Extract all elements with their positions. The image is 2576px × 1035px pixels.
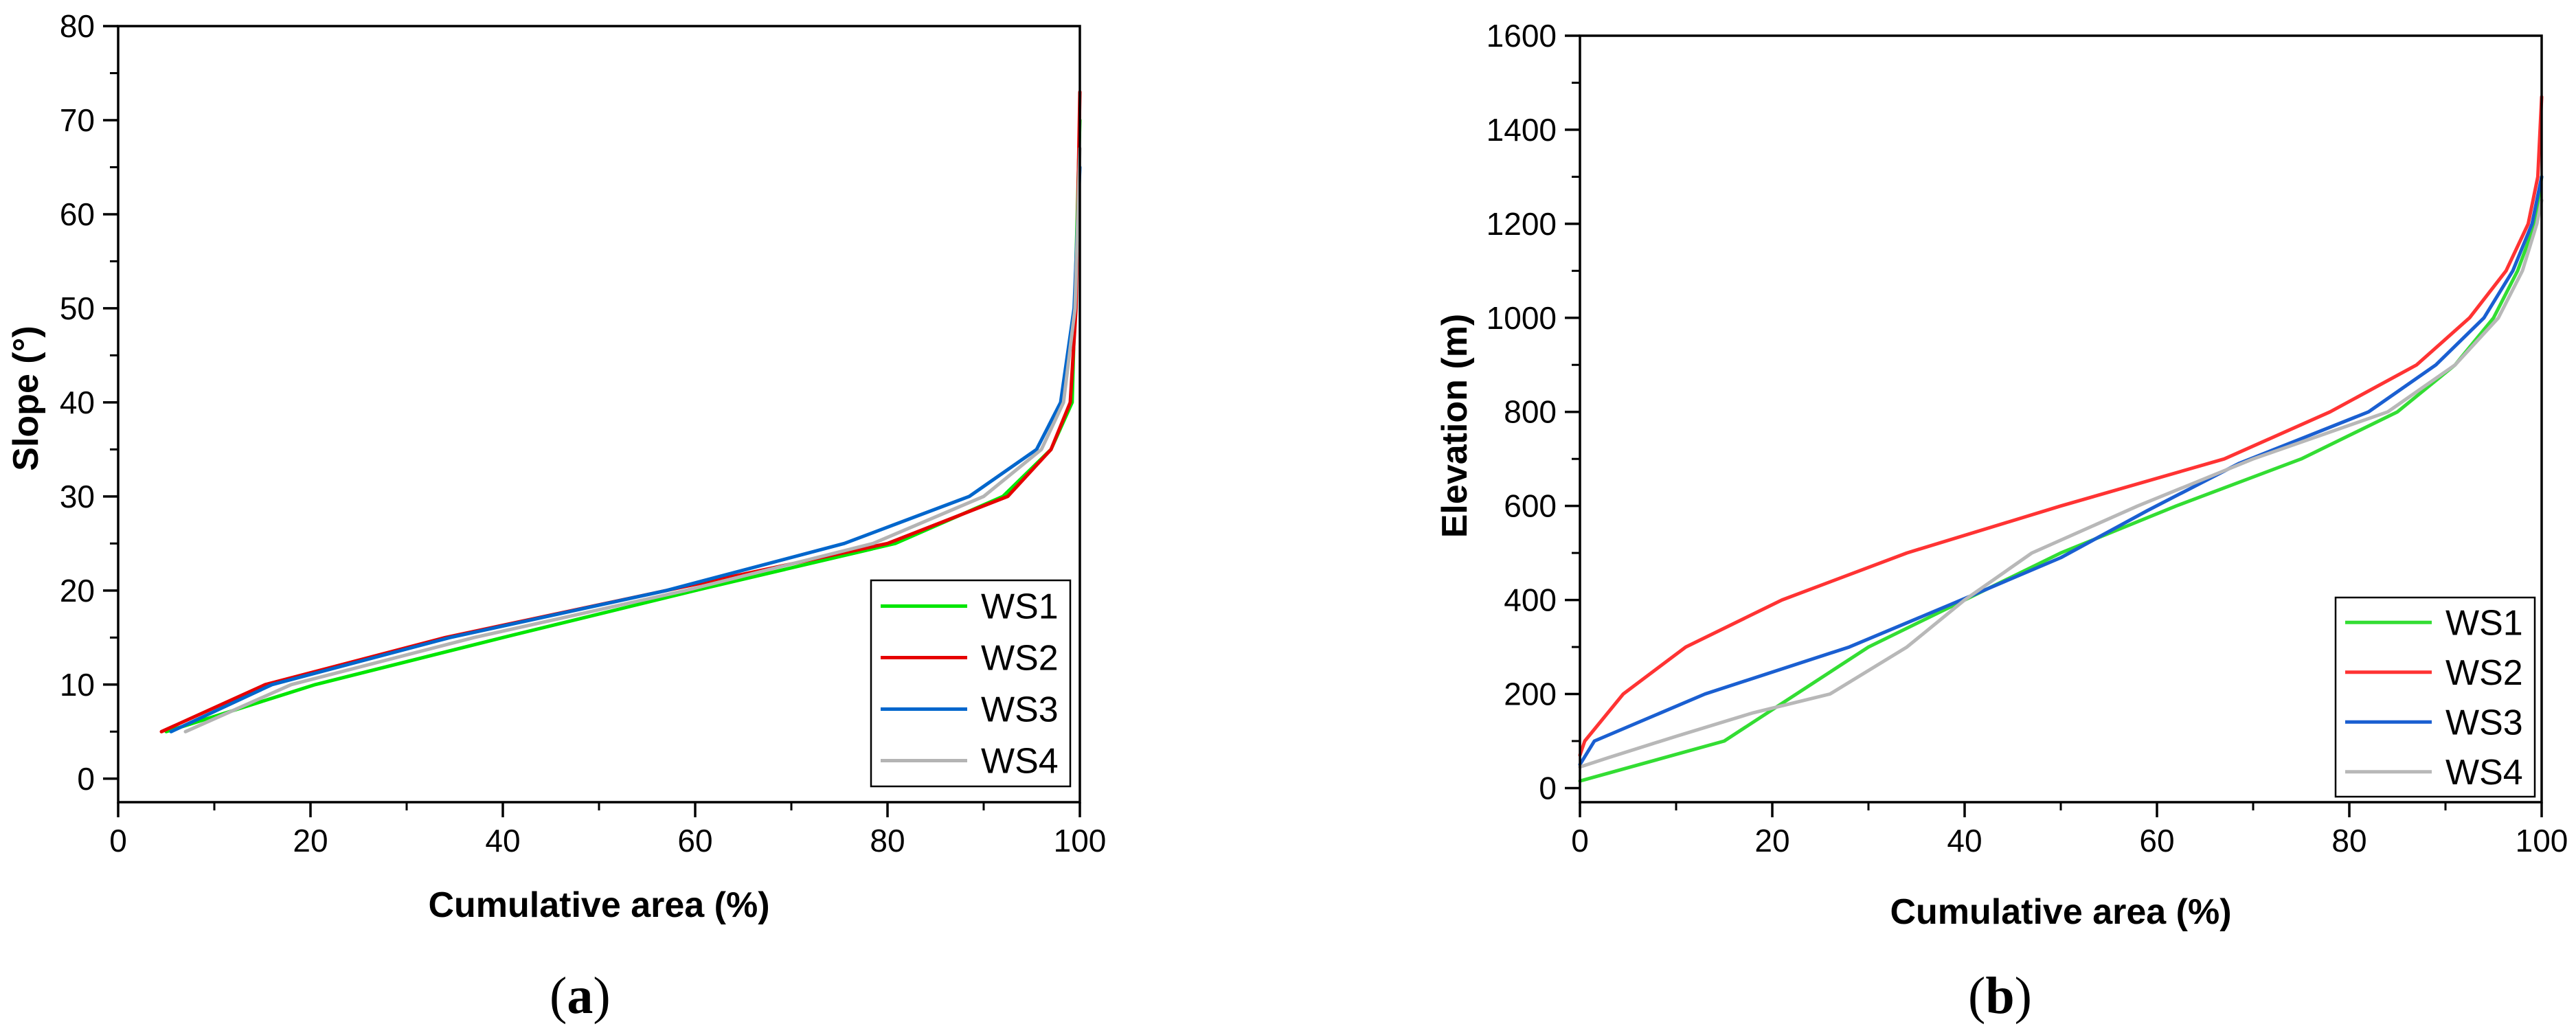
panel-b-legend-label-ws1: WS1: [2445, 603, 2523, 643]
panel-b-series-lines: [1578, 95, 2544, 783]
panel-a-series-lines: [159, 90, 1082, 733]
panel-b-x-tick-label: 60: [2139, 823, 2174, 858]
panel-a-label: (a): [550, 967, 611, 1025]
panel-b-series-ws2: [1578, 95, 2544, 757]
panel-a-chart: 0 20 40 60 80 100 0 10 20 30 40 50 60 70 80 Cumulative…: [6, 8, 1106, 1025]
panel-a-x-tick-label: 80: [870, 823, 905, 858]
panel-b-chart: 0 20 40 60 80 1000200400600800100012001400160…: [1435, 18, 2568, 1025]
panel-a-y-tick-label: 70: [60, 102, 95, 138]
panel-a-x-tick-label: 60: [677, 823, 712, 858]
panel-b-y-tick-label: 1400: [1487, 112, 1557, 148]
panel-b-series-ws4: [1578, 198, 2544, 769]
panel-a-y-tick-label: 20: [60, 573, 95, 609]
panel-b-axes: 0 20 40 60 80 1000200400600800100012001400160…: [1487, 18, 2568, 858]
panel-b-label: (b): [1968, 967, 2032, 1025]
panel-a-y-tick-label: 80: [60, 8, 95, 44]
panel-b-series-ws1: [1578, 174, 2544, 783]
panel-a-legend-label-ws1: WS1: [981, 587, 1059, 627]
panel-a-y-tick-label: 0: [77, 761, 95, 797]
panel-a-legend-label-ws3: WS3: [981, 690, 1059, 730]
panel-b-legend-box: [2334, 596, 2536, 798]
panel-a-y-tick-label: 30: [60, 479, 95, 514]
panel-a-series-ws4: [183, 146, 1082, 733]
panel-a-legend: WS1 WS2 WS3 WS4: [870, 579, 1072, 788]
panel-b-legend: WS1 WS2 WS3 WS4: [2334, 596, 2536, 798]
panel-a-x-tick-label: 0: [109, 823, 127, 858]
panel-a-x-tick-label: 20: [293, 823, 328, 858]
panel-b-y-tick-label: 1200: [1487, 206, 1557, 242]
panel-a-y-axis-title: Slope (°): [6, 326, 46, 470]
panel-b-y-tick-label: 1600: [1487, 18, 1557, 54]
panel-a-series-ws3: [169, 166, 1082, 733]
panel-b-y-tick-label: 400: [1504, 582, 1557, 618]
panel-a-x-axis-title: Cumulative area (%): [428, 885, 769, 925]
panel-b-y-tick-label: 600: [1504, 488, 1557, 524]
panel-b-x-tick-label: 80: [2331, 823, 2366, 858]
panel-b-y-axis-title: Elevation (m): [1435, 314, 1475, 538]
panel-b-x-tick-label: 40: [1947, 823, 1982, 858]
panel-a-axes: 0 20 40 60 80 100 0 10 20 30 40 50 60 70 80: [60, 8, 1107, 858]
panel-b-x-tick-label: 0: [1571, 823, 1589, 858]
panel-b-x-tick-label: 100: [2516, 823, 2568, 858]
panel-b-x-axis-title: Cumulative area (%): [1890, 892, 2231, 932]
panel-b-y-tick-label: 0: [1539, 770, 1557, 806]
panel-a-x-tick-label: 100: [1054, 823, 1107, 858]
panel-a-x-tick-label: 40: [485, 823, 520, 858]
panel-a-y-tick-label: 50: [60, 291, 95, 326]
panel-b-legend-label-ws4: WS4: [2445, 753, 2523, 793]
panel-b-x-tick-label: 20: [1754, 823, 1789, 858]
panel-a-legend-label-ws2: WS2: [981, 639, 1059, 679]
panel-b-y-tick-label: 1000: [1487, 300, 1557, 336]
panel-a-y-tick-label: 40: [60, 385, 95, 420]
panel-b-legend-label-ws2: WS2: [2445, 653, 2523, 693]
panel-a-y-tick-label: 60: [60, 196, 95, 232]
panel-a-legend-label-ws4: WS4: [981, 742, 1059, 782]
panel-b-y-tick-label: 800: [1504, 394, 1557, 430]
panel-b-legend-label-ws3: WS3: [2445, 703, 2523, 742]
panel-b-y-tick-label: 200: [1504, 676, 1557, 712]
panel-b-series-ws3: [1578, 174, 2544, 766]
panel-a-legend-box: [870, 579, 1072, 788]
panel-a-y-tick-label: 10: [60, 667, 95, 703]
